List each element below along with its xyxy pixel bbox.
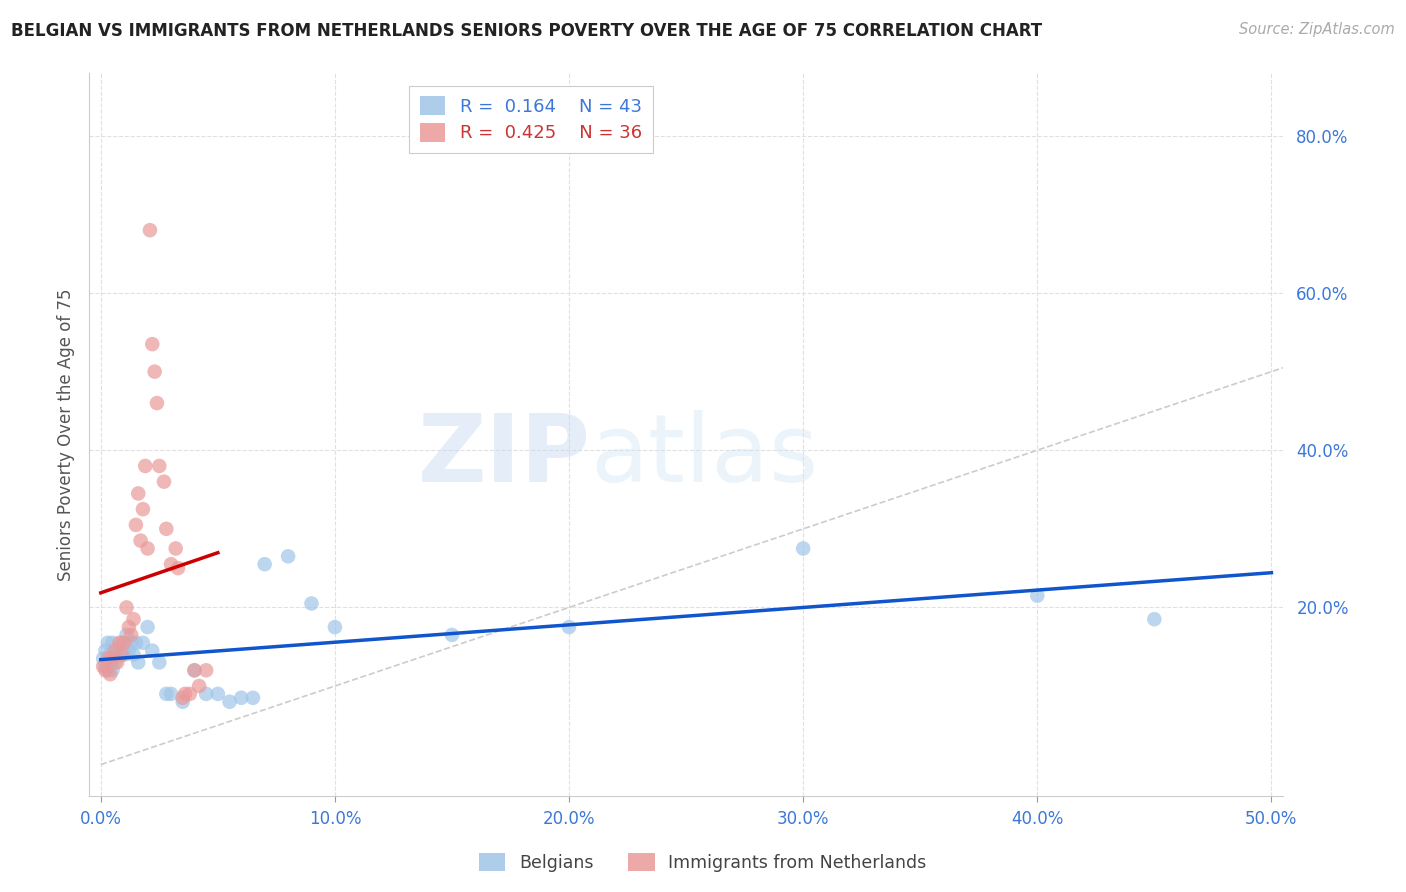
Point [136,620,159,634]
Point [105,656,128,670]
Point [155,687,177,701]
Point [118,643,141,657]
Text: BELGIAN VS IMMIGRANTS FROM NETHERLANDS SENIORS POVERTY OVER THE AGE OF 75 CORREL: BELGIAN VS IMMIGRANTS FROM NETHERLANDS S… [11,22,1042,40]
Point [115,628,138,642]
Point [207,687,229,701]
Point [1026,589,1049,603]
Point [101,636,124,650]
Point [104,648,127,662]
Point [122,612,145,626]
Point [125,636,148,650]
Point [172,695,194,709]
Point [112,648,135,662]
Point [108,648,131,662]
Text: atlas: atlas [591,410,818,502]
Point [174,687,197,701]
Point [129,533,152,548]
Point [172,690,194,705]
Point [148,458,170,473]
Point [183,663,205,677]
Point [231,690,253,705]
Point [242,690,264,705]
Point [120,628,142,642]
Point [218,695,240,709]
Point [195,687,218,701]
Legend: R =  0.164    N = 43, R =  0.425    N = 36: R = 0.164 N = 43, R = 0.425 N = 36 [409,86,652,153]
Point [183,663,205,677]
Point [141,643,163,657]
Point [97,663,120,677]
Point [301,597,323,611]
Point [132,502,155,516]
Point [277,549,299,564]
Point [127,486,149,500]
Text: ZIP: ZIP [418,410,591,502]
Text: Source: ZipAtlas.com: Source: ZipAtlas.com [1239,22,1395,37]
Point [104,656,127,670]
Point [188,679,211,693]
Point [101,663,124,677]
Point [97,651,120,665]
Point [122,648,145,662]
Legend: Belgians, Immigrants from Netherlands: Belgians, Immigrants from Netherlands [472,847,934,879]
Point [108,636,131,650]
Point [148,656,170,670]
Point [94,659,117,673]
Point [94,643,117,657]
Point [195,663,218,677]
Point [105,643,128,657]
Point [104,643,127,657]
Point [98,656,121,670]
Point [160,687,183,701]
Y-axis label: Seniors Poverty Over the Age of 75: Seniors Poverty Over the Age of 75 [58,288,75,581]
Point [141,337,163,351]
Point [98,667,121,681]
Point [253,558,276,572]
Point [139,223,162,237]
Point [167,561,190,575]
Point [111,636,134,650]
Point [165,541,187,556]
Point [97,636,120,650]
Point [558,620,581,634]
Point [146,396,169,410]
Point [1143,612,1166,626]
Point [101,651,124,665]
Point [111,648,134,662]
Point [91,659,114,673]
Point [125,517,148,532]
Point [118,620,141,634]
Point [134,458,156,473]
Point [323,620,346,634]
Point [160,558,183,572]
Point [440,628,463,642]
Point [136,541,159,556]
Point [120,636,142,650]
Point [98,648,121,662]
Point [179,687,201,701]
Point [792,541,814,556]
Point [94,663,117,677]
Point [127,656,149,670]
Point [112,636,135,650]
Point [153,475,176,489]
Point [132,636,155,650]
Point [115,600,138,615]
Point [91,651,114,665]
Point [143,365,166,379]
Point [155,522,177,536]
